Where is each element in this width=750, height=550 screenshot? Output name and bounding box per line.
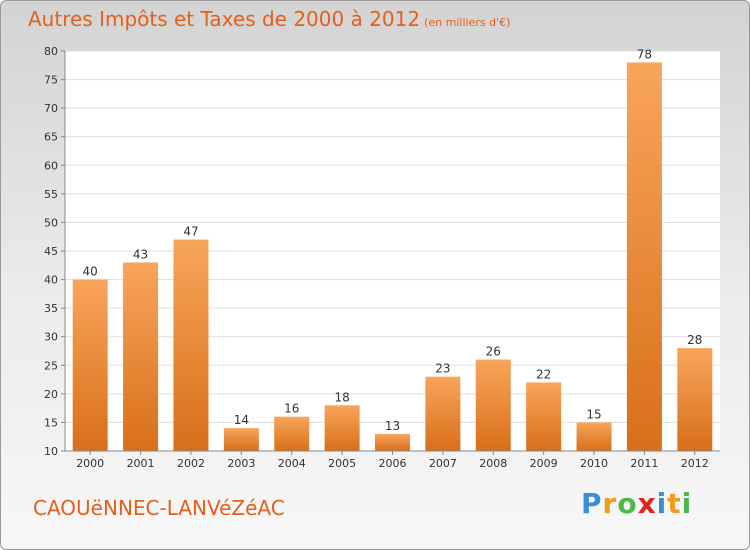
bar-2007 bbox=[425, 376, 461, 451]
value-label-2011: 78 bbox=[637, 47, 652, 61]
y-tick-label: 75 bbox=[44, 74, 58, 87]
bar-2006 bbox=[375, 433, 410, 451]
x-tick-label-2005: 2005 bbox=[328, 457, 356, 470]
value-label-2006: 13 bbox=[385, 419, 400, 433]
logo-letter: t bbox=[667, 487, 682, 520]
bar-2009 bbox=[526, 382, 562, 451]
logo-letter: P bbox=[581, 487, 603, 520]
y-axis-ticks: 10 15 20 25 30 35 40 45 50 55 60 65 70 75 80 bbox=[44, 45, 65, 458]
x-tick-label-2007: 2007 bbox=[429, 457, 457, 470]
logo-letter: i bbox=[681, 487, 693, 520]
y-tick-label: 35 bbox=[44, 302, 58, 315]
x-tick-label-2010: 2010 bbox=[580, 457, 608, 470]
bar-2010 bbox=[576, 422, 612, 451]
bar-2012 bbox=[677, 348, 713, 451]
x-tick-label-2012: 2012 bbox=[681, 457, 709, 470]
bar-2008 bbox=[475, 359, 511, 451]
x-tick-label-2000: 2000 bbox=[76, 457, 104, 470]
chart-title-unit: (en milliers d'€) bbox=[424, 16, 511, 29]
value-label-2009: 22 bbox=[536, 367, 551, 381]
x-tick-label-2002: 2002 bbox=[177, 457, 205, 470]
y-tick-label: 40 bbox=[44, 274, 58, 287]
logo-letter: i bbox=[656, 487, 668, 520]
bars bbox=[72, 62, 713, 452]
y-tick-label: 10 bbox=[44, 445, 58, 458]
y-tick-label: 65 bbox=[44, 131, 58, 144]
x-tick-label-2003: 2003 bbox=[227, 457, 255, 470]
y-tick-label: 60 bbox=[44, 159, 58, 172]
value-label-2003: 14 bbox=[234, 413, 249, 427]
x-tick-label-2011: 2011 bbox=[630, 457, 658, 470]
y-tick-label: 45 bbox=[44, 245, 58, 258]
value-label-2007: 23 bbox=[435, 362, 450, 376]
chart-title-main: Autres Impôts et Taxes de 2000 à 2012 bbox=[28, 7, 421, 31]
bar-2005 bbox=[324, 405, 360, 451]
y-tick-label: 30 bbox=[44, 331, 58, 344]
bar-2011 bbox=[626, 62, 662, 452]
value-label-2010: 15 bbox=[586, 407, 601, 421]
bar-2002 bbox=[173, 239, 209, 451]
x-tick-label-2001: 2001 bbox=[127, 457, 155, 470]
x-axis-ticks: 2000 2001 2002 2003 2004 2005 2006 2007 2008 2009… bbox=[76, 451, 709, 470]
proxiti-logo: Proxiti bbox=[581, 487, 692, 520]
value-label-2004: 16 bbox=[284, 402, 299, 416]
location-name: CAOUëNNEC-LANVéZéAC bbox=[33, 496, 285, 520]
y-tick-label: 80 bbox=[44, 45, 58, 58]
logo-letter: x bbox=[637, 487, 657, 520]
y-tick-label: 25 bbox=[44, 359, 58, 372]
value-label-2008: 26 bbox=[486, 345, 501, 359]
bar-2004 bbox=[274, 416, 310, 451]
x-tick-label-2004: 2004 bbox=[278, 457, 306, 470]
value-labels: 40 43 47 14 16 18 13 23 26 22 15 78 28 bbox=[83, 47, 703, 432]
value-label-2002: 47 bbox=[183, 225, 198, 239]
value-label-2001: 43 bbox=[133, 247, 148, 261]
logo-letter: r bbox=[602, 487, 618, 520]
x-tick-label-2009: 2009 bbox=[530, 457, 558, 470]
y-tick-label: 20 bbox=[44, 388, 58, 401]
value-label-2005: 18 bbox=[334, 390, 349, 404]
bar-2000 bbox=[72, 279, 108, 451]
y-tick-label: 15 bbox=[44, 416, 58, 429]
y-tick-label: 50 bbox=[44, 216, 58, 229]
logo-letter: o bbox=[617, 487, 638, 520]
chart-title: Autres Impôts et Taxes de 2000 à 2012 (en… bbox=[28, 7, 510, 31]
x-tick-label-2008: 2008 bbox=[479, 457, 507, 470]
value-label-2000: 40 bbox=[83, 265, 98, 279]
value-label-2012: 28 bbox=[687, 333, 702, 347]
x-tick-label-2006: 2006 bbox=[379, 457, 407, 470]
y-tick-label: 55 bbox=[44, 188, 58, 201]
y-tick-label: 70 bbox=[44, 102, 58, 115]
bar-2001 bbox=[123, 262, 159, 451]
bar-2003 bbox=[223, 428, 259, 451]
